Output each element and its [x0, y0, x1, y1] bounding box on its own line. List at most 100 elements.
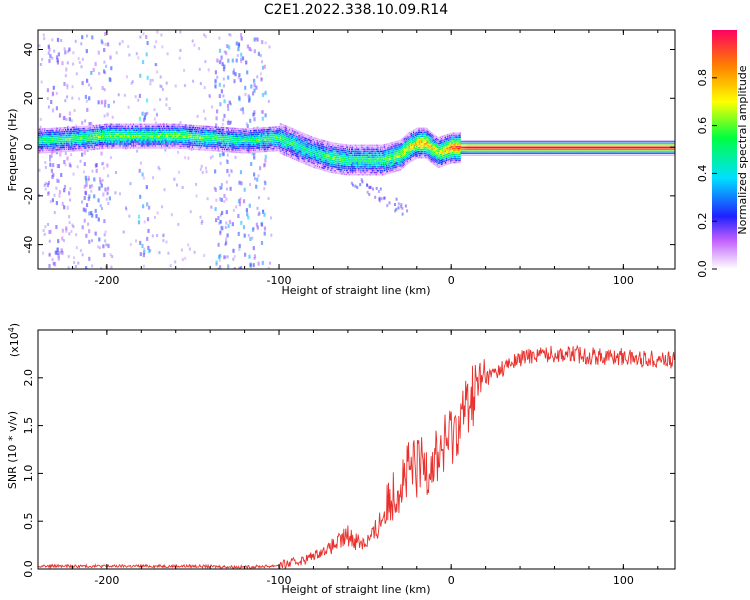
ridge-cell — [204, 129, 206, 132]
ridge-cell — [291, 135, 293, 138]
noise-cell — [61, 250, 64, 255]
ridge-cell — [199, 148, 201, 151]
ridge-cell — [288, 146, 290, 148]
ridge-cell — [308, 135, 310, 137]
ridge-cell — [217, 130, 220, 133]
ridge-cell — [129, 141, 132, 143]
ridge-cell — [339, 163, 341, 165]
ridge-cell — [140, 139, 142, 141]
noise-cell — [246, 212, 249, 217]
noise-cell — [101, 207, 103, 211]
ridge-cell — [265, 140, 267, 143]
ridge-cell — [58, 137, 61, 139]
ridge-cell — [219, 126, 222, 129]
ridge-cell — [113, 143, 115, 145]
ridge-cell — [288, 132, 290, 134]
ridge-cell — [329, 171, 331, 173]
figure-title: C2E1.2022.338.10.09.R14 — [264, 2, 448, 18]
noise-cell — [83, 162, 86, 167]
ridge-cell — [232, 151, 234, 153]
noise-cell — [91, 35, 94, 40]
ridge-cell — [175, 143, 177, 145]
ridge-cell — [208, 145, 210, 148]
ridge-cell — [259, 129, 261, 132]
ridge-cell — [141, 143, 143, 145]
noise-cell — [61, 236, 64, 241]
noise-cell — [48, 230, 51, 234]
ridge-cell — [155, 123, 158, 126]
ridge-cell — [51, 149, 53, 151]
ridge-cell — [152, 123, 155, 126]
ridge-cell — [87, 135, 89, 137]
ridge-cell — [264, 146, 266, 149]
noise-cell — [94, 231, 97, 236]
ridge-cell — [184, 141, 187, 144]
ridge-cell — [152, 137, 155, 139]
ridge-cell — [220, 138, 223, 141]
noise-cell — [165, 97, 168, 101]
noise-cell — [220, 220, 222, 224]
ridge-cell — [165, 143, 167, 145]
ridge-cell — [300, 157, 302, 159]
ridge-cell — [109, 125, 111, 128]
ridge-cell — [96, 130, 99, 132]
ridge-cell — [199, 133, 201, 135]
noise-cell — [73, 256, 76, 260]
ridge-cell — [322, 141, 324, 144]
ridge-cell — [56, 137, 58, 139]
ridge-cell — [54, 133, 56, 135]
ridge-cell — [280, 139, 283, 141]
ridge-cell — [263, 137, 265, 139]
ridge-cell — [331, 163, 333, 166]
noise-cell — [160, 33, 163, 37]
ridge-cell — [149, 127, 151, 130]
ridge-cell — [178, 133, 180, 136]
noise-cell — [104, 239, 107, 243]
ridge-cell — [276, 143, 278, 146]
ridge-cell — [47, 145, 49, 148]
ridge-cell — [172, 147, 174, 149]
ridge-cell — [122, 127, 125, 130]
ridge-cell — [107, 127, 109, 130]
ridge-cell — [100, 126, 102, 128]
ridge-cell — [93, 124, 96, 127]
noise-cell — [253, 117, 256, 122]
ridge-cell — [272, 138, 274, 140]
ridge-cell — [294, 156, 296, 158]
ridge-cell — [223, 131, 226, 133]
ridge-cell — [226, 135, 228, 137]
ridge-cell — [157, 125, 160, 128]
ridge-cell — [177, 125, 179, 128]
ridge-cell — [243, 128, 245, 131]
noise-cell — [64, 163, 67, 167]
ridge-cell — [302, 136, 304, 139]
noise-cell — [227, 108, 230, 111]
ridge-cell — [189, 142, 192, 144]
ridge-cell — [268, 146, 270, 148]
noise-cell — [74, 265, 77, 269]
ridge-cell — [178, 147, 180, 149]
ridge-cell — [303, 137, 305, 139]
ridge-cell — [63, 132, 66, 135]
noise-cell — [75, 233, 78, 237]
noise-cell — [107, 243, 110, 248]
noise-cell — [38, 44, 41, 48]
ridge-cell — [138, 125, 140, 128]
ridge-cell — [348, 144, 351, 147]
ridge-cell — [81, 128, 83, 130]
noise-cell — [48, 253, 51, 257]
ridge-cell — [174, 127, 176, 130]
noise-cell — [69, 164, 72, 168]
ridge-cell — [205, 141, 207, 143]
ridge-cell — [175, 145, 177, 147]
ridge-cell — [329, 167, 331, 169]
ridge-cell — [332, 150, 334, 152]
ridge-cell — [139, 147, 141, 149]
ridge-cell — [329, 157, 331, 159]
ridge-cell — [104, 133, 106, 136]
ridge-cell — [308, 164, 310, 167]
ridge-cell — [352, 166, 354, 168]
ridge-cell — [141, 141, 143, 143]
ridge-cell — [88, 144, 90, 147]
ridge-cell — [279, 150, 282, 152]
